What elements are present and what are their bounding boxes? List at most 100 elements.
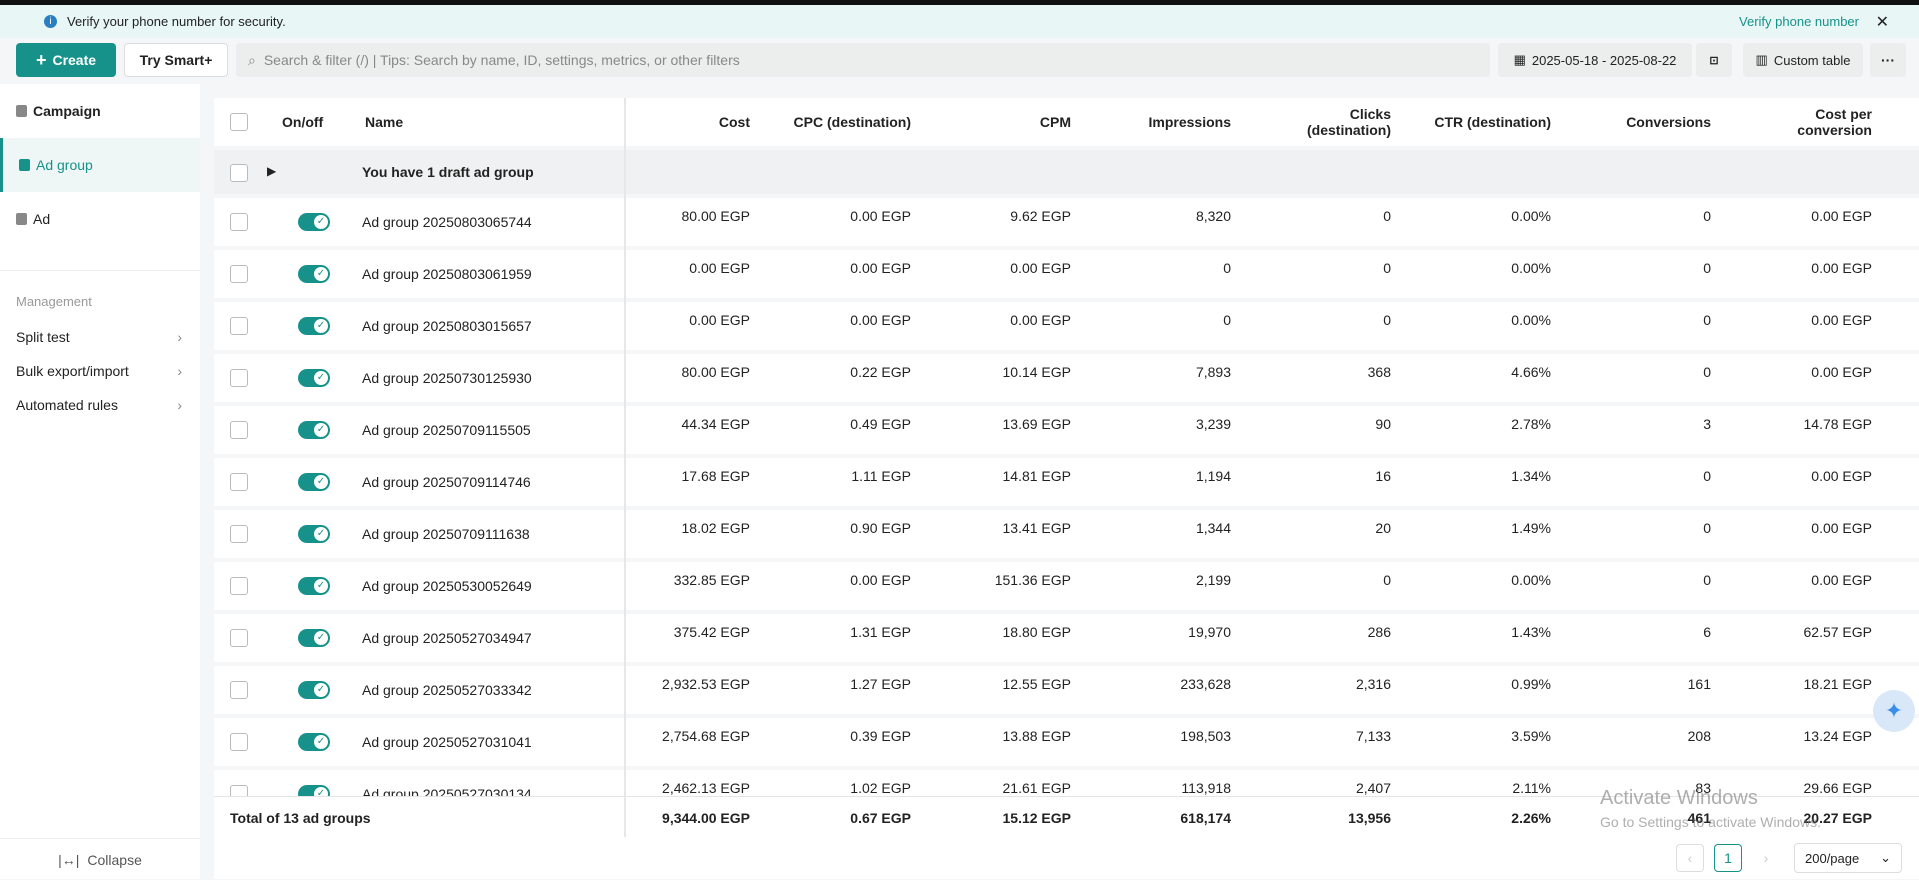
toggle[interactable] — [298, 421, 330, 439]
management-item[interactable]: Bulk export/import › — [0, 354, 200, 388]
next-page[interactable]: › — [1763, 850, 1769, 866]
ad-group-name[interactable]: Ad group 20250709114746 — [362, 474, 531, 490]
checkbox[interactable] — [230, 317, 248, 335]
metric-cell: 80.00 EGP — [681, 364, 751, 380]
toggle[interactable] — [298, 629, 330, 647]
ad-group-row[interactable]: Ad group 20250803015657 0.00 EGP 0.00 EGP 0… — [214, 302, 1919, 350]
ad-group-row[interactable]: Ad group 20250730125930 80.00 EGP 0.22 EGP… — [214, 354, 1919, 402]
close-banner[interactable]: ✕ — [1875, 13, 1889, 31]
toggle[interactable] — [298, 525, 330, 543]
create-button[interactable]: + Create — [16, 43, 116, 77]
ad-group-row[interactable]: Ad group 20250709115505 44.34 EGP 0.49 EGP… — [214, 406, 1919, 454]
ad-group-row[interactable]: Ad group 20250709111638 18.02 EGP 0.90 EGP… — [214, 510, 1919, 558]
checkbox[interactable] — [230, 525, 248, 543]
ad-group-row[interactable]: Ad group 20250530052649 332.85 EGP 0.00 EG… — [214, 562, 1919, 610]
expand-arrow[interactable]: ▶ — [267, 164, 277, 178]
per-page[interactable]: 200/page ⌄ — [1794, 843, 1902, 873]
checkbox[interactable] — [230, 421, 248, 439]
ad-group-row[interactable]: Ad group 20250803065744 80.00 EGP 0.00 EGP… — [214, 198, 1919, 246]
ad-group-row[interactable]: Ad group 20250709114746 17.68 EGP 1.11 EGP… — [214, 458, 1919, 506]
metric-cell: 20 — [1375, 520, 1391, 536]
metric-cell: 0.00 EGP — [1811, 572, 1872, 588]
metric-cell: 1.31 EGP — [850, 624, 911, 640]
metric-cell: 3,239 — [1195, 416, 1231, 432]
metric-cell: 151.36 EGP — [994, 572, 1071, 588]
metric-cell: 0 — [1703, 572, 1711, 588]
level-label: Campaign — [33, 103, 101, 119]
checkbox[interactable] — [230, 629, 248, 647]
checkbox[interactable] — [230, 265, 248, 283]
metric-cell: 16 — [1375, 468, 1391, 484]
search-box[interactable]: ⌕ Search & filter (/) | Tips: Search by n… — [236, 43, 1490, 77]
ad-group-name[interactable]: Ad group 20250803061959 — [362, 266, 532, 282]
toggle[interactable] — [298, 317, 330, 335]
metric-cell: 0 — [1703, 312, 1711, 328]
checkbox[interactable] — [230, 369, 248, 387]
management-item[interactable]: Split test › — [0, 320, 200, 354]
toggle[interactable] — [298, 369, 330, 387]
toggle[interactable] — [298, 265, 330, 283]
metric-cell: 80.00 EGP — [681, 208, 751, 224]
total-cell: 0.67 EGP — [850, 809, 911, 826]
metric-cell: 0.00% — [1511, 208, 1551, 224]
metric-cell: 4.66% — [1511, 364, 1551, 380]
checkbox[interactable] — [230, 213, 248, 231]
ad-group-name[interactable]: Ad group 20250527030134 — [362, 786, 532, 796]
level-tab[interactable]: Ad group — [0, 138, 200, 192]
collapse[interactable]: |↔| Collapse — [0, 838, 200, 880]
metric-cell: 2,462.13 EGP — [662, 780, 750, 796]
metric-cell: 8,320 — [1195, 208, 1231, 224]
page-number[interactable]: 1 — [1714, 844, 1742, 872]
banner-text: Verify your phone number for security. — [67, 14, 286, 29]
total-label: Total of 13 ad groups — [230, 809, 371, 826]
checkbox[interactable] — [230, 733, 248, 751]
metric-cell: 44.34 EGP — [681, 416, 751, 432]
custom-table[interactable]: ▥ Custom table — [1743, 43, 1863, 77]
level-tab[interactable]: Campaign — [0, 84, 216, 138]
ad-group-row[interactable]: Ad group 20250527034947 375.42 EGP 1.31 EG… — [214, 614, 1919, 662]
metric-cell: 198,503 — [1180, 728, 1231, 744]
ad-group-name[interactable]: Ad group 20250803065744 — [362, 214, 532, 230]
metric-cell: 14.81 EGP — [1002, 468, 1072, 484]
ad-group-name[interactable]: Ad group 20250803015657 — [362, 318, 532, 334]
toggle[interactable] — [298, 681, 330, 699]
ad-group-name[interactable]: Ad group 20250527031041 — [362, 734, 532, 750]
ad-group-row[interactable]: Ad group 20250527031041 2,754.68 EGP 0.39 … — [214, 718, 1919, 766]
assistant-button[interactable]: ✦ — [1873, 690, 1915, 732]
header-cell: CTR (destination) — [1434, 114, 1551, 130]
metric-cell: 7,133 — [1355, 728, 1391, 744]
metric-cell: 62.57 EGP — [1803, 624, 1873, 640]
verify-link[interactable]: Verify phone number — [1739, 14, 1859, 29]
metric-cell: 0.99% — [1511, 676, 1551, 692]
toggle[interactable] — [298, 785, 330, 796]
ad-group-name[interactable]: Ad group 20250527034947 — [362, 630, 532, 646]
level-tab[interactable]: Ad — [0, 192, 216, 246]
toggle[interactable] — [298, 733, 330, 751]
prev-page[interactable]: ‹ — [1676, 844, 1704, 872]
header-cell: Cost — [718, 114, 750, 130]
toggle[interactable] — [298, 473, 330, 491]
compare-button[interactable]: ⊡ — [1696, 43, 1732, 77]
ad-group-row[interactable]: Ad group 20250803061959 0.00 EGP 0.00 EGP 0… — [214, 250, 1919, 298]
checkbox[interactable] — [230, 473, 248, 491]
ad-group-row[interactable]: Ad group 20250527033342 2,932.53 EGP 1.27 … — [214, 666, 1919, 714]
ad-group-row[interactable]: Ad group 20250527030134 2,462.13 EGP 1.02 … — [214, 770, 1919, 796]
checkbox[interactable] — [230, 681, 248, 699]
ad-group-name[interactable]: Ad group 20250527033342 — [362, 682, 532, 698]
ad-group-name[interactable]: Ad group 20250730125930 — [362, 370, 532, 386]
ad-group-name[interactable]: Ad group 20250530052649 — [362, 578, 532, 594]
checkbox[interactable] — [230, 785, 248, 796]
ad-group-name[interactable]: Ad group 20250709115505 — [362, 422, 531, 438]
checkbox[interactable] — [230, 164, 248, 182]
checkbox[interactable] — [230, 113, 248, 131]
header-cell: CPC (destination) — [793, 114, 911, 130]
more-button[interactable]: ··· — [1870, 43, 1906, 77]
ad-group-name[interactable]: Ad group 20250709111638 — [362, 526, 530, 542]
date-range[interactable]: ▦ 2025-05-18 - 2025-08-22 — [1498, 43, 1692, 77]
checkbox[interactable] — [230, 577, 248, 595]
draft-row[interactable]: ▶ You have 1 draft ad group — [214, 150, 1919, 194]
smart-button[interactable]: Try Smart+ — [124, 43, 228, 77]
management-item[interactable]: Automated rules › — [0, 388, 200, 422]
toggle[interactable] — [298, 213, 330, 231]
toggle[interactable] — [298, 577, 330, 595]
